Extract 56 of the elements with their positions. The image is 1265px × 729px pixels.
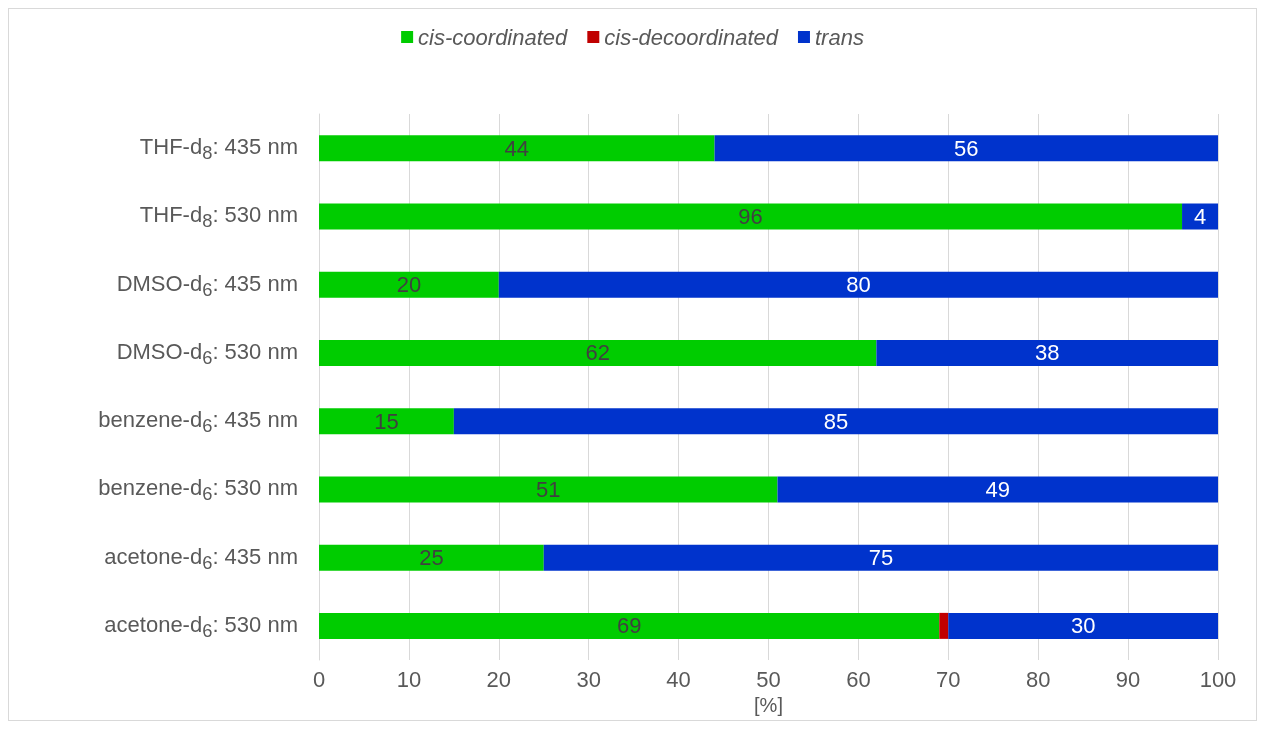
bar [876,339,1218,366]
data-label: 56 [954,135,979,161]
x-tick-label: 60 [846,666,871,692]
x-tick-label: 90 [1115,666,1141,692]
bar [453,408,1218,435]
bar [498,271,1218,298]
legend-label: trans [814,24,864,50]
bar [948,612,1218,639]
bar [939,612,949,639]
y-tick-label: benzene-d$_{6}$: 435 nm [98,406,298,439]
data-label: 80 [846,272,871,298]
y-tick-label: THF-d$_{8}$: 530 nm [139,201,298,234]
bar [319,203,1183,230]
x-tick-label: 70 [936,666,961,692]
x-tick-label: 100 [1199,666,1237,692]
x-tick-label: 30 [576,666,601,692]
legend-label: cis-coordinated [418,24,569,50]
bar [319,476,778,503]
y-tick-label: DMSO-d$_{6}$: 435 nm [116,269,298,302]
x-tick-label: 50 [756,666,781,692]
data-label: 96 [738,203,763,229]
x-tick-label: 0 [312,666,326,692]
data-label: 44 [504,135,530,161]
x-tick-label: 40 [666,666,691,692]
data-label: 49 [985,476,1010,502]
bar [777,476,1218,503]
data-label: 51 [536,476,561,502]
data-label: 4 [1193,203,1207,229]
x-tick-label: 10 [396,666,422,692]
x-tick-label: 80 [1025,666,1051,692]
data-label: 69 [616,613,642,639]
data-label: 85 [823,408,849,434]
y-tick-label: benzene-d$_{6}$: 530 nm [98,474,298,507]
data-label: 75 [868,545,894,571]
bar [319,408,454,435]
y-tick-label: DMSO-d$_{6}$: 530 nm [116,337,298,371]
bar [714,135,1218,162]
bar [543,544,1218,571]
x-tick-label: 20 [486,666,512,692]
bar [319,544,544,571]
y-tick-label: THF-d$_{8}$: 435 nm [139,133,298,166]
data-label: 62 [585,340,610,366]
legend-label: cis-decoordinated [604,24,779,50]
bar [1182,203,1218,230]
bar [319,612,940,639]
y-tick-label: acetone-d$_{6}$: 530 nm [104,610,298,644]
y-tick-label: acetone-d$_{6}$: 435 nm [104,542,298,575]
bar [319,339,877,366]
data-label: 25 [419,545,444,571]
data-label: 15 [374,408,399,434]
bar [319,135,715,162]
data-label: 30 [1070,613,1096,639]
data-label: 38 [1034,340,1060,366]
bar [319,271,499,298]
data-label: 20 [396,272,422,298]
x-axis-title: [%] [754,693,783,716]
